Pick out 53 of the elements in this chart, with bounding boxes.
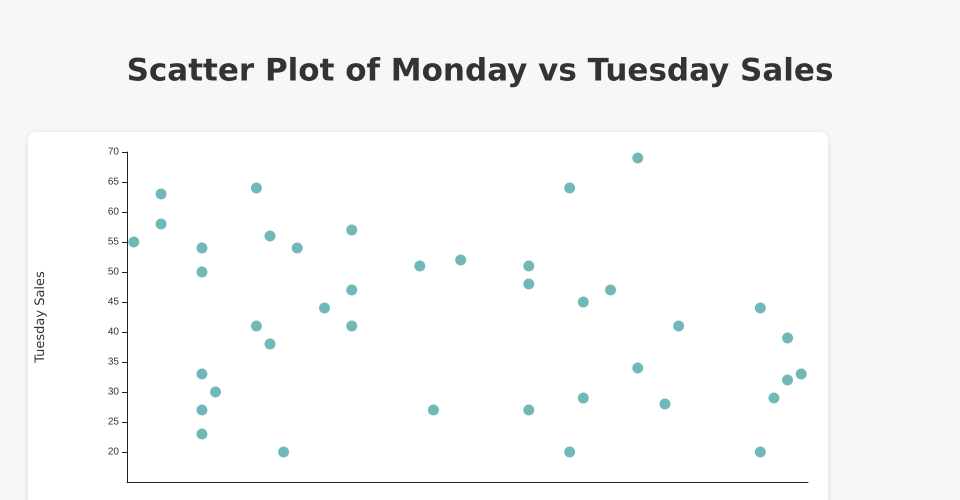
point xyxy=(673,320,684,332)
point xyxy=(632,362,644,374)
y-tick-label: 50 xyxy=(108,266,120,278)
point xyxy=(578,296,589,308)
chart-title: Scatter Plot of Monday vs Tuesday Sales xyxy=(126,52,834,88)
point xyxy=(632,152,644,164)
point xyxy=(196,368,208,380)
point xyxy=(250,320,262,332)
y-tick-label: 20 xyxy=(108,446,120,458)
point xyxy=(660,398,670,410)
y-tick-label: 35 xyxy=(108,356,120,368)
point xyxy=(278,446,290,458)
y-tick-label: 30 xyxy=(108,386,120,398)
point xyxy=(196,242,208,254)
y-axis-title: Tuesday Sales xyxy=(33,270,48,364)
point xyxy=(292,242,303,254)
point xyxy=(523,404,534,416)
y-tick-label: 40 xyxy=(108,326,120,338)
point xyxy=(414,260,426,272)
point xyxy=(210,386,222,398)
point xyxy=(523,278,534,290)
point xyxy=(564,446,576,458)
point xyxy=(796,368,807,380)
point xyxy=(564,182,576,194)
y-tick-label: 65 xyxy=(108,176,120,188)
y-tick-label: 25 xyxy=(108,416,120,428)
y-tick-label: 45 xyxy=(108,296,120,308)
point xyxy=(455,254,466,266)
point xyxy=(264,230,276,242)
point xyxy=(250,182,262,194)
point xyxy=(346,224,358,236)
point xyxy=(523,260,534,272)
point xyxy=(156,188,167,200)
point xyxy=(196,404,208,416)
point xyxy=(196,266,208,278)
point xyxy=(578,392,589,404)
point xyxy=(264,338,276,350)
point xyxy=(196,428,208,440)
y-tick-label: 60 xyxy=(108,206,120,218)
point xyxy=(156,218,167,230)
point xyxy=(754,302,766,314)
point xyxy=(754,446,766,458)
point xyxy=(128,236,140,248)
point xyxy=(605,284,616,296)
point xyxy=(346,320,358,332)
y-tick-label: 70 xyxy=(108,146,120,158)
point xyxy=(768,392,780,404)
point xyxy=(428,404,439,416)
point xyxy=(346,284,358,296)
point xyxy=(319,302,330,314)
y-tick-label: 55 xyxy=(108,236,120,248)
point xyxy=(782,374,794,386)
point xyxy=(782,332,794,344)
